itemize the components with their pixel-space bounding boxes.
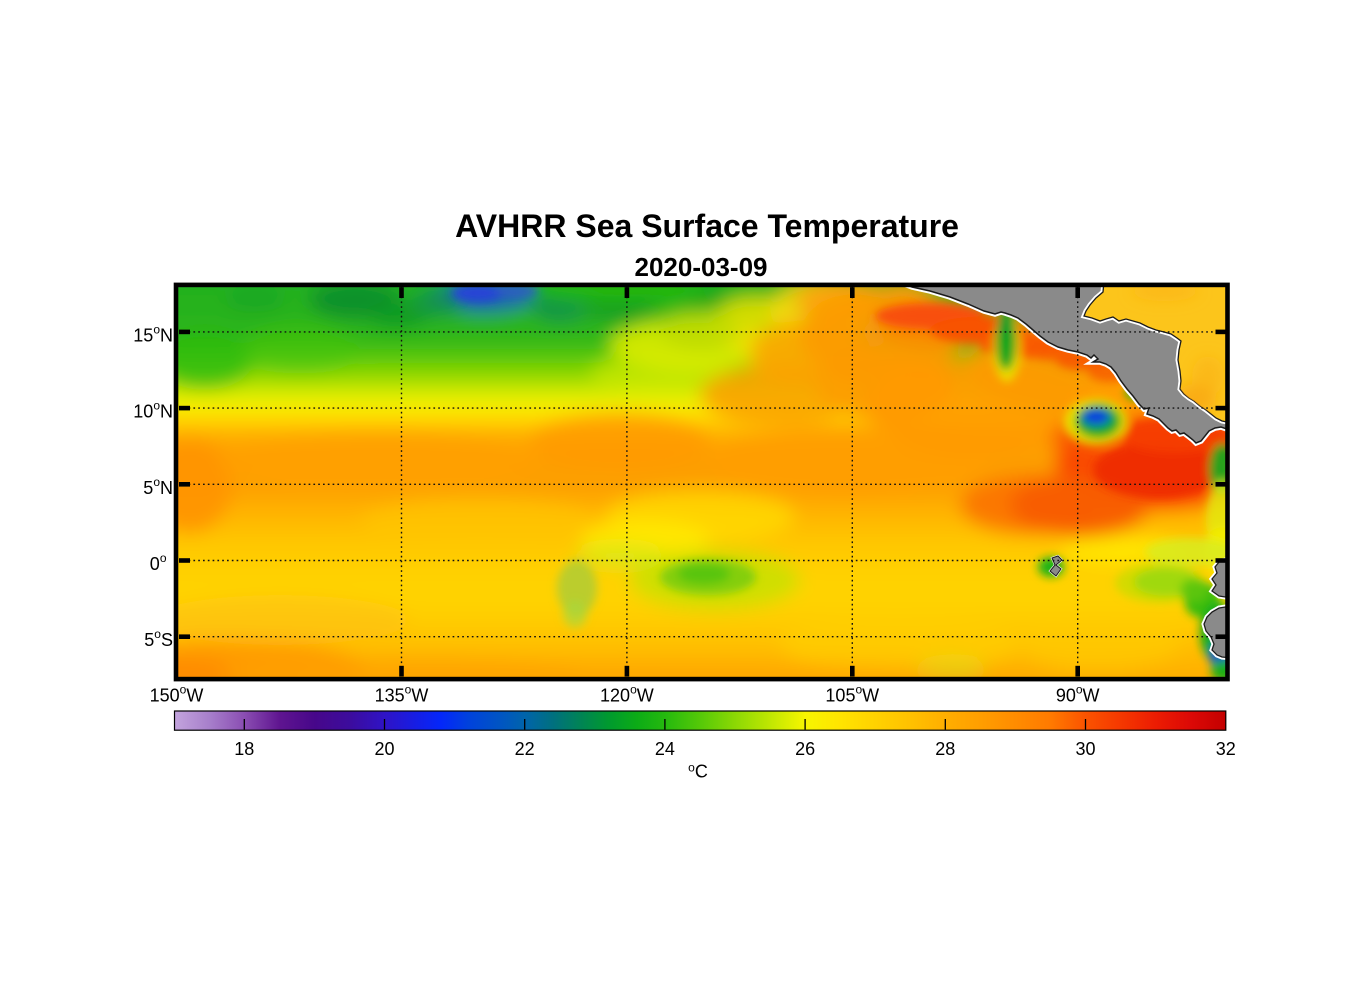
- svg-text:135oW: 135oW: [375, 683, 429, 706]
- svg-text:15oN: 15oN: [133, 322, 173, 345]
- svg-text:150oW: 150oW: [150, 683, 204, 706]
- svg-text:5oN: 5oN: [143, 475, 173, 498]
- svg-text:oC: oC: [688, 761, 708, 782]
- svg-text:30: 30: [1075, 739, 1095, 759]
- svg-text:120oW: 120oW: [600, 683, 654, 706]
- svg-text:2020-03-09: 2020-03-09: [635, 252, 768, 282]
- svg-text:32: 32: [1216, 739, 1236, 759]
- svg-text:20: 20: [374, 739, 394, 759]
- svg-text:10oN: 10oN: [133, 399, 173, 422]
- svg-text:90oW: 90oW: [1056, 683, 1100, 706]
- svg-text:5oS: 5oS: [144, 627, 173, 650]
- svg-text:105oW: 105oW: [825, 683, 879, 706]
- svg-text:26: 26: [795, 739, 815, 759]
- svg-text:AVHRR Sea Surface Temperature: AVHRR Sea Surface Temperature: [455, 208, 959, 244]
- svg-text:22: 22: [515, 739, 535, 759]
- svg-text:24: 24: [655, 739, 675, 759]
- svg-text:18: 18: [234, 739, 254, 759]
- svg-text:28: 28: [935, 739, 955, 759]
